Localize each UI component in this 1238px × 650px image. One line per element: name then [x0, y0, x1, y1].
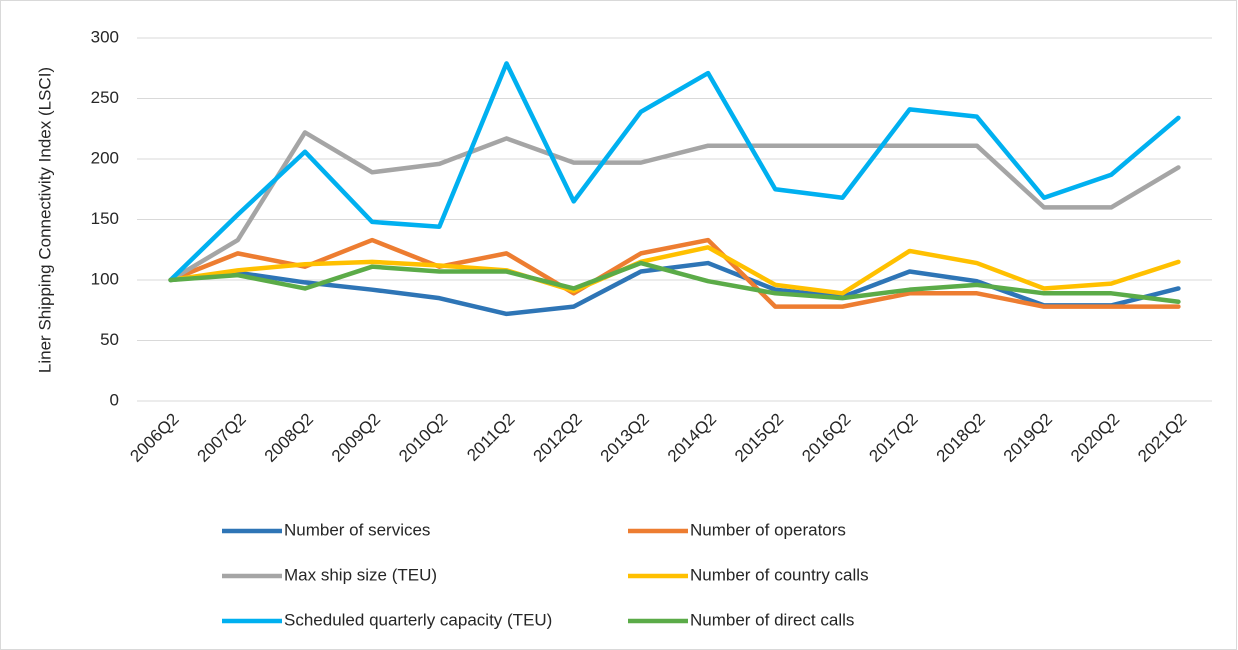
series-line: [168, 260, 1181, 305]
legend-label: Scheduled quarterly capacity (TEU): [284, 610, 552, 629]
legend-label: Max ship size (TEU): [284, 565, 437, 584]
y-axis-title: Liner Shipping Connectivity Index (LSCI): [35, 67, 54, 373]
series-line: [168, 245, 1181, 296]
series-line: [168, 61, 1181, 283]
y-tick-label: 300: [91, 27, 119, 46]
y-tick-label: 150: [91, 209, 119, 228]
legend-label: Number of country calls: [690, 565, 869, 584]
y-tick-label: 100: [91, 269, 119, 288]
series-line: [168, 237, 1181, 309]
legend-label: Number of services: [284, 520, 430, 539]
legend-label: Number of direct calls: [690, 610, 854, 629]
y-tick-label: 200: [91, 148, 119, 167]
series-line: [168, 130, 1181, 283]
series-line: [168, 260, 1181, 317]
y-tick-label: 250: [91, 88, 119, 107]
legend-label: Number of operators: [690, 520, 846, 539]
y-tick-label: 0: [110, 390, 119, 409]
y-tick-label: 50: [100, 330, 119, 349]
